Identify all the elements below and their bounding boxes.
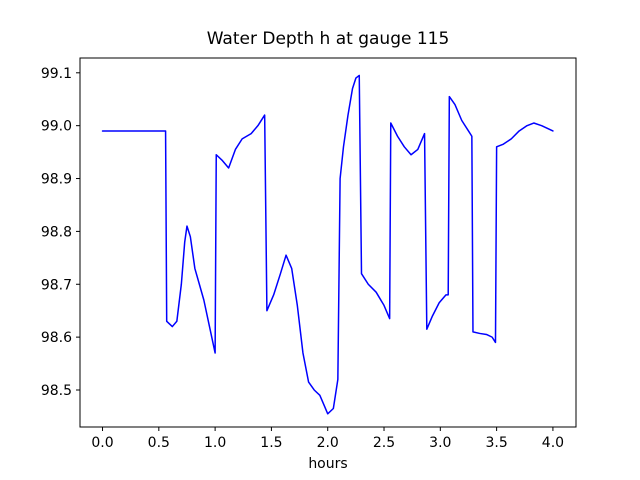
x-axis-label: hours xyxy=(308,456,348,472)
y-tick-label: 98.9 xyxy=(41,172,72,188)
x-tick-label: 0.5 xyxy=(148,435,170,451)
x-tick-label: 0.0 xyxy=(91,435,113,451)
x-tick-label: 1.0 xyxy=(204,435,226,451)
chart-title: Water Depth h at gauge 115 xyxy=(206,29,450,49)
x-tick-label: 2.0 xyxy=(317,435,339,451)
y-tick-label: 99.0 xyxy=(41,119,72,135)
y-tick-label: 99.1 xyxy=(41,66,72,82)
y-tick-label: 98.7 xyxy=(41,277,72,293)
x-tick-label: 3.5 xyxy=(485,435,507,451)
y-tick-label: 98.8 xyxy=(41,224,72,240)
x-tick-label: 3.0 xyxy=(429,435,451,451)
x-tick-label: 2.5 xyxy=(373,435,395,451)
x-tick-label: 1.5 xyxy=(260,435,282,451)
y-tick-label: 98.5 xyxy=(41,383,72,399)
axes-frame xyxy=(79,57,577,428)
data-line-water-depth-h xyxy=(101,74,554,415)
x-tick-label: 4.0 xyxy=(542,435,564,451)
y-tick-label: 98.6 xyxy=(41,330,72,346)
